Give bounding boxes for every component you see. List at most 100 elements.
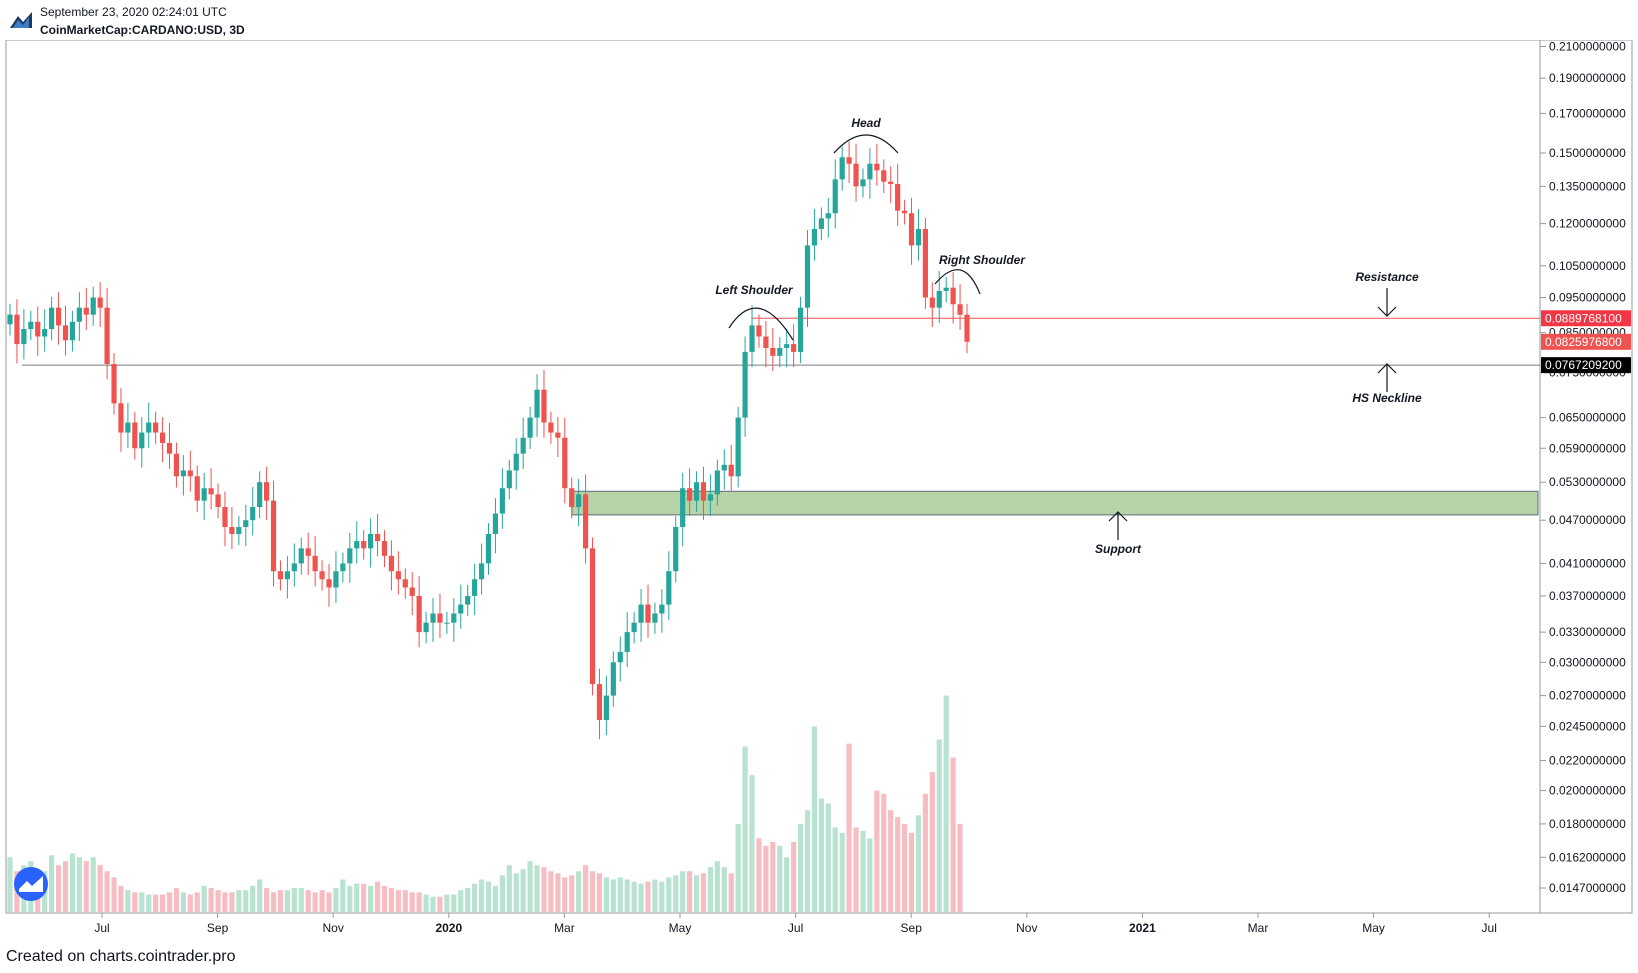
candle-body: [860, 179, 866, 187]
volume-bar: [534, 865, 540, 912]
right-shoulder-label: Right Shoulder: [939, 253, 1026, 267]
volume-bar: [811, 726, 818, 912]
volume-bar: [687, 871, 693, 912]
candle-body: [368, 533, 374, 549]
price-level-labels: 0.0889768100 0.0825976800 0.0767209200: [1541, 310, 1631, 374]
volume-bar: [305, 890, 311, 912]
candle-body: [305, 548, 311, 556]
volume-bar: [950, 757, 956, 912]
volume-bar: [180, 892, 186, 912]
candle-body: [146, 422, 152, 433]
volume-bar: [291, 888, 297, 912]
candle-body: [652, 613, 658, 623]
time-tick-label: Sep: [901, 921, 923, 935]
volume-bar: [645, 881, 651, 912]
volume-bar: [631, 881, 637, 912]
volume-bar: [749, 775, 755, 912]
time-tick-label: Sep: [207, 921, 229, 935]
candle-body: [610, 662, 616, 696]
candle-body: [569, 488, 575, 508]
volume-bar: [298, 888, 304, 912]
candle-body: [402, 579, 408, 588]
time-axis-labels: Jul Sep Nov 2020 Mar May Jul Sep Nov 2021 Mar May Ju…: [94, 913, 1497, 935]
volume-bar: [257, 879, 263, 912]
volume-bar: [874, 790, 880, 912]
volume-bar: [555, 873, 561, 912]
candle-body: [118, 403, 124, 433]
candle-body: [465, 595, 471, 605]
candle-body: [777, 347, 783, 356]
volume-bar: [361, 883, 367, 912]
volume-bar: [97, 865, 103, 912]
volume-bar: [90, 857, 96, 912]
volume-bar: [582, 865, 589, 912]
candle-body: [631, 622, 637, 633]
volume-bar: [250, 885, 256, 912]
candle-body: [90, 297, 96, 315]
price-level-value: 0.0889768100: [1545, 311, 1622, 325]
left-shoulder-label: Left Shoulder: [715, 283, 794, 297]
volume-bar: [589, 871, 596, 912]
candle-body: [97, 297, 103, 308]
chart-header: September 23, 2020 02:24:01 UTC CoinMark…: [0, 0, 1638, 40]
volume-bar: [804, 810, 811, 912]
candle-body: [888, 181, 894, 185]
volume-bar: [673, 875, 679, 912]
volume-bar: [735, 823, 741, 912]
volume-bar: [430, 896, 436, 912]
volume-bar: [742, 746, 748, 912]
volume-bar: [7, 857, 13, 912]
candle-body: [153, 422, 159, 433]
price-level-badge: [1541, 310, 1631, 327]
candle-body: [680, 488, 686, 528]
candle-body: [534, 389, 540, 418]
volume-bar: [236, 890, 242, 912]
candle-body: [742, 351, 748, 418]
support-label: Support: [1095, 542, 1142, 556]
volume-bar: [610, 879, 616, 912]
price-tick-label: 0.0370000000: [1549, 589, 1626, 603]
candle-body: [416, 595, 422, 633]
candle-body: [14, 314, 20, 345]
volume-bar: [777, 845, 783, 912]
candle-body: [770, 347, 776, 356]
candle-body: [749, 325, 755, 352]
candle-body: [270, 500, 277, 572]
volume-bar: [922, 793, 928, 912]
price-tick-label: 0.0950000000: [1549, 291, 1626, 305]
volume-bar: [562, 877, 568, 912]
candle-body: [409, 587, 415, 596]
price-chart[interactable]: 0.2100000000 0.1900000000 0.1700000000 0.15…: [0, 40, 1638, 945]
volume-bar: [146, 894, 152, 912]
candle-body: [28, 321, 34, 330]
time-tick-label: Mar: [1248, 921, 1269, 935]
volume-bar: [451, 894, 457, 912]
time-tick-label: Mar: [554, 921, 575, 935]
price-tick-label: 0.0162000000: [1549, 850, 1626, 864]
volume-bar: [860, 831, 866, 912]
candle-body: [250, 507, 256, 521]
candle-body: [21, 329, 27, 345]
candle-body: [791, 344, 797, 352]
candle-body: [513, 453, 519, 471]
volume-bar: [388, 888, 395, 912]
resistance-label: Resistance: [1355, 270, 1419, 284]
candle-body: [957, 304, 963, 315]
candle-body: [881, 170, 887, 182]
candle-body: [166, 442, 173, 454]
volume-bar: [513, 873, 519, 912]
candle-body: [825, 213, 831, 219]
price-tick-label: 0.0650000000: [1549, 411, 1626, 425]
volume-bar: [576, 871, 582, 912]
candle-body: [139, 432, 145, 449]
volume-bar: [624, 879, 630, 912]
volume-bar: [569, 875, 575, 912]
candle-body: [263, 482, 270, 501]
neckline-arrow-icon: [1377, 363, 1397, 392]
candle-body: [132, 422, 138, 449]
volume-bar: [846, 743, 852, 912]
volume-bar: [395, 890, 401, 912]
volume-bar: [617, 877, 623, 912]
volume-bar: [756, 838, 762, 912]
candle-body: [430, 613, 436, 623]
